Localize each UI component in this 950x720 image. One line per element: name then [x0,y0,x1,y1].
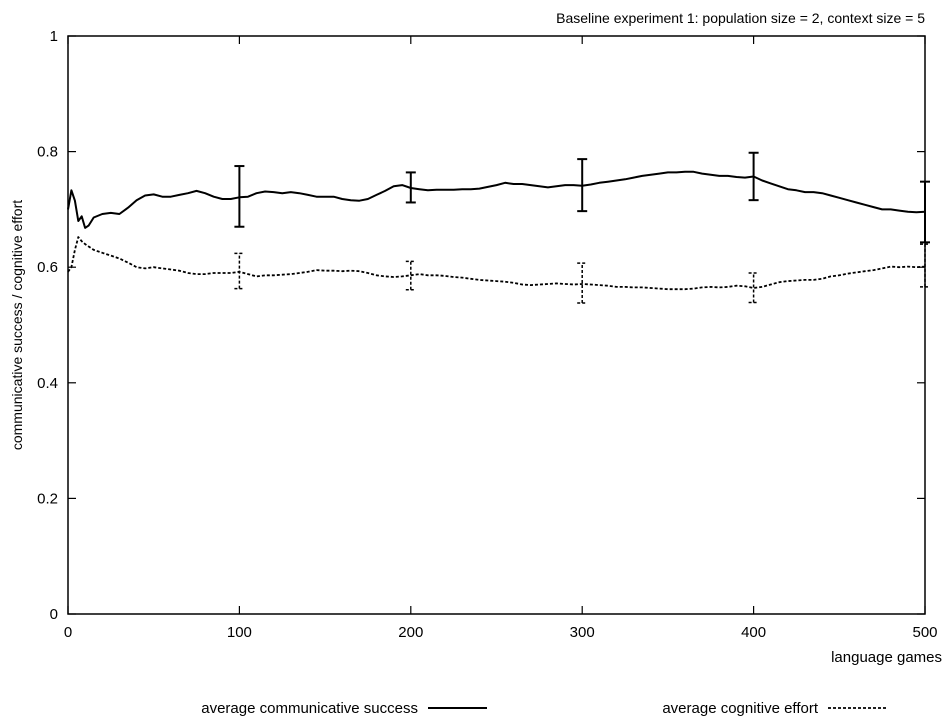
series-layer [67,151,930,304]
y-axis: 0 0.2 0.4 0.6 0.8 1 [37,28,925,623]
y-tick-label: 0.2 [37,490,58,507]
x-axis: 0 100 200 300 400 500 [64,36,938,641]
error-bar-0 [405,171,416,204]
error-bar-0 [920,180,930,244]
error-bar-1 [920,243,930,288]
x-tick-label: 100 [227,624,252,641]
y-tick-label: 0.8 [37,144,58,161]
y-axis-label: communicative success / cognitive effort [9,200,25,450]
x-tick-label: 400 [741,624,766,641]
x-tick-label: 0 [64,624,72,641]
legend-label-success: average communicative success [201,700,418,717]
y-tick-label: 0.4 [37,375,58,392]
error-bar-0 [234,165,245,228]
series-line-1 [67,236,926,291]
x-axis-label: language games [831,649,942,666]
series-line-0 [67,170,926,229]
x-tick-label: 200 [398,624,423,641]
x-tick-label: 300 [570,624,595,641]
chart-title: Baseline experiment 1: population size =… [556,10,925,26]
legend-label-effort: average cognitive effort [662,700,818,717]
y-tick-label: 1 [50,28,58,45]
y-tick-label: 0 [50,606,58,623]
error-bar-1 [405,260,416,291]
plot-frame [67,35,926,615]
error-bar-1 [234,252,245,290]
legend: average communicative success average co… [201,700,887,717]
x-tick-label: 500 [912,624,937,641]
error-bar-0 [577,158,588,213]
error-bar-1 [577,262,588,304]
error-bar-0 [748,151,759,202]
error-bar-1 [748,272,759,304]
y-tick-label: 0.6 [37,259,58,276]
